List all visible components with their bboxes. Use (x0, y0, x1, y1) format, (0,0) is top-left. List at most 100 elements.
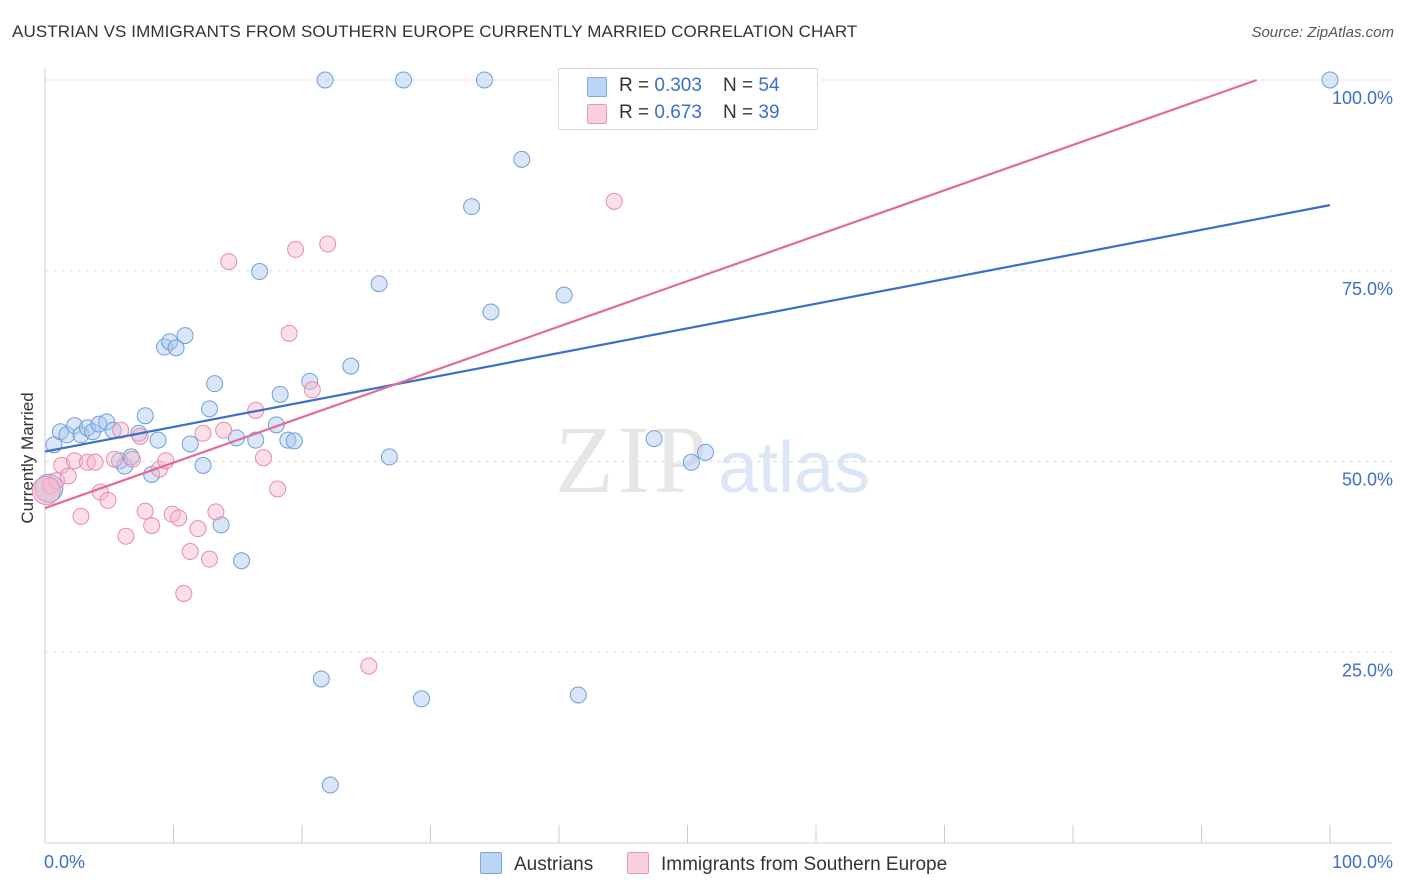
point-austrians (316, 71, 334, 89)
point-austrians (206, 375, 224, 393)
point-immigrants (254, 449, 272, 467)
point-austrians (66, 417, 84, 435)
legend-n-value-immigrants: 39 (758, 102, 780, 123)
legend-swatch-immigrants (587, 104, 607, 124)
point-austrians (569, 686, 587, 704)
x-tick-label-max: 100.0% (1331, 852, 1393, 872)
watermark-atlas: atlas (718, 428, 870, 508)
point-austrians (1321, 71, 1339, 89)
point-immigrants (200, 550, 218, 568)
point-austrians (555, 286, 573, 304)
trend-line-immigrants (44, 78, 1258, 510)
point-austrians (176, 327, 194, 345)
point-immigrants (175, 584, 193, 602)
point-austrians (380, 448, 398, 466)
watermark-zip: ZIP (555, 406, 711, 513)
point-austrians (251, 263, 269, 281)
bottom-legend-immigrants: Immigrants from Southern Europe (627, 852, 947, 876)
axes (44, 68, 1392, 844)
point-immigrants (287, 240, 305, 258)
legend-r-label-immigrants: R = (619, 102, 655, 123)
point-austrians (696, 443, 714, 461)
point-immigrants (170, 509, 188, 527)
point-immigrants (53, 456, 71, 474)
point-immigrants (72, 507, 90, 525)
point-immigrants (319, 235, 337, 253)
point-immigrants (117, 527, 135, 545)
point-immigrants (86, 453, 104, 471)
point-immigrants (123, 450, 141, 468)
point-austrians (271, 385, 289, 403)
point-immigrants (269, 480, 287, 498)
point-austrians (194, 456, 212, 474)
point-immigrants (112, 421, 130, 439)
point-austrians (233, 552, 251, 570)
legend-n-label-austrians: N = (723, 75, 759, 96)
point-austrians (285, 432, 303, 450)
legend-r-value-immigrants: 0.673 (654, 102, 702, 123)
point-austrians (682, 453, 700, 471)
legend-r-label-austrians: R = (619, 75, 655, 96)
point-immigrants (303, 381, 321, 399)
bottom-legend-austrians: Austrians (480, 852, 593, 876)
point-austrians (395, 71, 413, 89)
point-immigrants (59, 467, 77, 485)
data-points (31, 71, 1339, 794)
point-immigrants (360, 657, 378, 675)
point-austrians (475, 71, 493, 89)
point-immigrants (66, 452, 84, 470)
y-tick-label-100: 100.0% (1332, 88, 1393, 108)
point-austrians (212, 516, 230, 534)
trend-lines (44, 78, 1331, 510)
point-austrians (200, 400, 218, 418)
point-austrians (463, 198, 481, 216)
chart-title: AUSTRIAN VS IMMIGRANTS FROM SOUTHERN EUR… (12, 22, 858, 41)
point-austrians (413, 690, 431, 708)
point-austrians (342, 357, 360, 375)
bottom-legend-label-immigrants: Immigrants from Southern Europe (661, 854, 948, 875)
y-tick-label-25: 25.0% (1342, 660, 1393, 680)
point-immigrants (215, 421, 233, 439)
trend-line-austrians (44, 204, 1331, 453)
point-immigrants (189, 520, 207, 538)
point-immigrants (194, 424, 212, 442)
point-immigrants (280, 324, 298, 342)
point-austrians (312, 670, 330, 688)
y-tick-labels: 25.0% 50.0% 75.0% 100.0% (1332, 88, 1393, 680)
point-austrians (645, 430, 663, 448)
stats-legend: R = 0.303 N = 54 R = 0.673 N = 39 (558, 68, 818, 130)
point-immigrants (99, 491, 117, 509)
y-tick-label-75: 75.0% (1342, 279, 1393, 299)
point-austrians (149, 431, 167, 449)
point-immigrants (131, 427, 149, 445)
point-austrians (370, 275, 388, 293)
legend-r-value-austrians: 0.303 (654, 75, 702, 96)
point-immigrants (207, 503, 225, 521)
point-immigrants (181, 543, 199, 561)
bottom-legend-label-austrians: Austrians (514, 854, 594, 875)
point-austrians (181, 435, 199, 453)
legend-n-value-austrians: 54 (758, 75, 780, 96)
point-immigrants (220, 253, 238, 271)
point-immigrants (143, 517, 161, 535)
point-immigrants (605, 192, 623, 210)
point-austrians (98, 413, 116, 431)
point-austrians (321, 776, 339, 794)
point-immigrants (31, 475, 61, 505)
point-austrians (279, 431, 297, 449)
x-tick-label-min: 0.0% (44, 852, 86, 872)
bottom-legend-swatch-immigrants (627, 852, 649, 874)
bottom-legend-swatch-austrians (480, 852, 502, 874)
point-austrians (136, 407, 154, 425)
point-immigrants (105, 450, 123, 468)
point-austrians (161, 333, 179, 351)
legend-n-label-immigrants: N = (723, 102, 759, 123)
legend-swatch-austrians (587, 77, 607, 97)
y-tick-label-50: 50.0% (1342, 470, 1393, 490)
point-immigrants (136, 502, 154, 520)
point-austrians (167, 339, 185, 357)
point-austrians (482, 303, 500, 321)
source-label: Source: ZipAtlas.com (1251, 24, 1394, 41)
point-austrians (513, 150, 531, 168)
